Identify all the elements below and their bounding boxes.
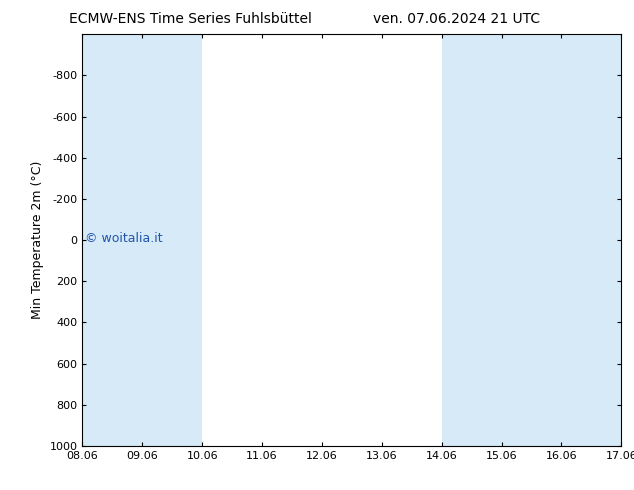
Text: © woitalia.it: © woitalia.it: [85, 232, 163, 245]
Bar: [442, 34, 562, 446]
Bar: [82, 34, 202, 446]
Y-axis label: Min Temperature 2m (°C): Min Temperature 2m (°C): [31, 161, 44, 319]
Text: ECMW-ENS Time Series Fuhlsbüttel: ECMW-ENS Time Series Fuhlsbüttel: [68, 12, 312, 26]
Bar: [562, 34, 621, 446]
Text: ven. 07.06.2024 21 UTC: ven. 07.06.2024 21 UTC: [373, 12, 540, 26]
